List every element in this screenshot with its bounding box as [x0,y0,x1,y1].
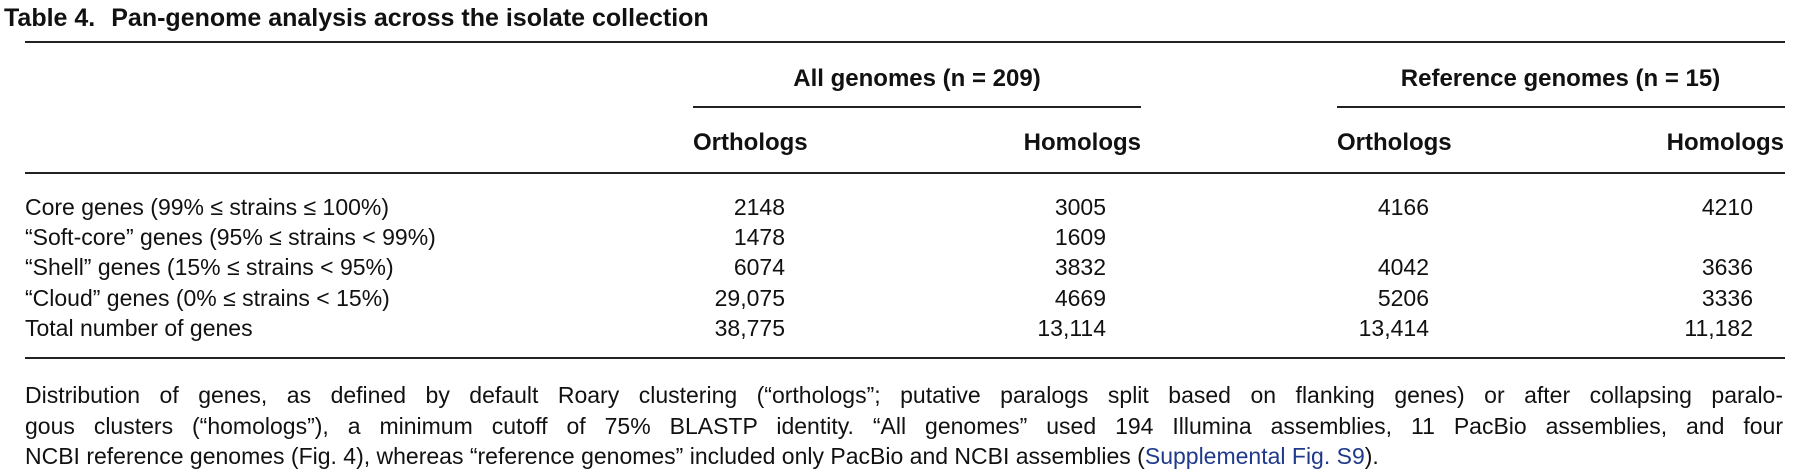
bottom-rule [25,357,1785,359]
cell: 6074 [733,254,785,280]
cell: 4042 [1377,254,1429,280]
column-header: Homologs [1666,129,1784,156]
column-header: Orthologs [693,129,808,156]
cell: 5206 [1377,285,1429,311]
column-header: Homologs [1023,129,1141,156]
footnote-line: gous clusters (“homologs”), a minimum cu… [25,413,1783,439]
cell: 29,075 [714,285,785,311]
header-rule [25,172,1785,174]
cell: 1609 [1054,224,1106,250]
cell: 4166 [1377,194,1429,220]
cell: 1478 [733,224,785,250]
cell: 38,775 [714,315,785,341]
footnote-text: NCBI reference genomes (Fig. 4), whereas… [25,443,1145,469]
column-header: Orthologs [1337,129,1452,156]
footnote-text: ). [1364,443,1379,469]
row-label: Total number of genes [25,315,253,341]
top-rule [25,41,1785,43]
table-title-text: Pan-genome analysis across the isolate c… [111,4,709,32]
cell: 13,114 [1037,315,1106,341]
group-header: Reference genomes (n = 15) [1400,65,1721,92]
table-label: Table 4. [4,4,96,32]
group-header: All genomes (n = 209) [793,65,1041,92]
cell: 2148 [733,194,785,220]
cell: 13,414 [1358,315,1429,341]
table-title: Table 4. Pan-genome analysis across the i… [4,6,709,31]
row-label: “Soft-core” genes (95% ≤ strains < 99%) [25,224,436,250]
cell: 3832 [1054,254,1106,280]
cell: 3636 [1701,254,1753,280]
group-rule [693,106,1141,108]
row-label: “Cloud” genes (0% ≤ strains < 15%) [25,285,390,311]
cell: 11,182 [1684,315,1753,341]
cell: 4210 [1701,194,1753,220]
group-rule [1337,106,1785,108]
row-label: Core genes (99% ≤ strains ≤ 100%) [25,194,390,220]
cell: 3005 [1054,194,1106,220]
supplement-link[interactable]: Supplemental Fig. S9 [1144,443,1365,469]
row-label: “Shell” genes (15% ≤ strains < 95%) [25,254,394,280]
cell: 4669 [1054,285,1106,311]
cell: 3336 [1701,285,1753,311]
footnote-line: Distribution of genes, as defined by def… [25,382,1783,408]
footnote-line: NCBI reference genomes (Fig. 4), whereas… [25,445,1783,468]
